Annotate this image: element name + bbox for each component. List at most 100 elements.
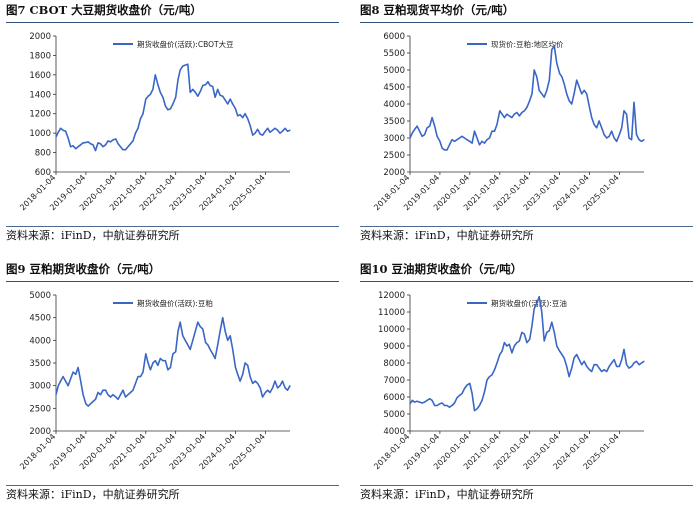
data-point: [115, 138, 117, 140]
data-point: [82, 394, 84, 396]
data-point: [119, 146, 122, 148]
data-point: [531, 93, 533, 95]
data-point: [175, 96, 177, 98]
data-point: [80, 144, 82, 146]
title-divider: [360, 281, 693, 282]
y-tick-label: 9000: [383, 342, 405, 352]
data-point: [508, 343, 510, 345]
data-point: [453, 402, 456, 404]
data-point: [92, 400, 94, 403]
data-point: [469, 140, 471, 142]
data-point: [483, 391, 486, 393]
data-point: [85, 403, 87, 405]
series-line: [55, 63, 291, 152]
data-point: [516, 342, 518, 344]
data-point: [224, 99, 226, 101]
y-tick-label: 1600: [29, 71, 51, 81]
data-point: [129, 143, 132, 145]
y-tick-label: 2000: [29, 32, 51, 42]
data-point: [596, 127, 598, 129]
data-point: [529, 338, 531, 340]
data-point: [626, 364, 628, 366]
data-point: [57, 385, 59, 387]
data-point: [149, 369, 151, 371]
data-point: [77, 146, 79, 148]
data-point: [207, 344, 209, 346]
data-point: [117, 398, 119, 400]
data-point: [456, 139, 458, 141]
data-point: [82, 142, 84, 144]
data-point: [199, 326, 201, 328]
data-point: [603, 369, 605, 371]
data-point: [533, 308, 535, 310]
data-point: [132, 389, 134, 391]
data-point: [89, 403, 92, 405]
data-point: [469, 382, 471, 384]
data-point: [563, 357, 565, 359]
data-point: [219, 94, 221, 96]
line-chart: 4000500060007000800090001000011000120002…: [372, 291, 645, 471]
y-tick-label: 6000: [383, 32, 405, 42]
data-point: [219, 330, 221, 332]
data-point: [568, 100, 570, 102]
y-tick-label: 5500: [383, 49, 405, 59]
source-note: 资料来源：iFinD，中航证券研究所: [360, 488, 534, 501]
data-point: [254, 380, 256, 382]
data-point: [249, 376, 251, 378]
data-point: [523, 333, 525, 335]
data-point: [177, 330, 179, 332]
data-point: [493, 130, 496, 132]
data-point: [476, 137, 478, 139]
data-point: [272, 129, 274, 131]
data-point: [164, 360, 166, 362]
legend-label: 现货价:豆粕:地区均价: [491, 39, 564, 49]
data-point: [75, 148, 77, 150]
source-divider: [360, 485, 693, 486]
data-point: [506, 113, 508, 115]
data-point: [513, 113, 515, 115]
data-point: [264, 130, 266, 132]
y-tick-label: 3000: [383, 134, 405, 144]
data-point: [197, 321, 199, 323]
data-point: [65, 130, 67, 132]
data-point: [274, 380, 276, 382]
data-point: [127, 394, 129, 396]
data-point: [553, 331, 555, 333]
data-point: [448, 144, 451, 146]
data-point: [414, 128, 416, 131]
y-tick-label: 1800: [29, 51, 51, 61]
data-point: [431, 399, 433, 401]
data-point: [279, 132, 281, 134]
data-point: [57, 131, 59, 133]
data-point: [80, 380, 82, 382]
data-point: [102, 146, 104, 148]
data-point: [109, 396, 112, 398]
data-point: [94, 150, 97, 152]
data-point: [55, 136, 57, 138]
data-point: [441, 402, 443, 404]
data-point: [623, 110, 625, 112]
data-point: [633, 101, 635, 103]
data-point: [112, 139, 114, 141]
data-point: [77, 366, 79, 369]
data-point: [451, 404, 453, 407]
data-point: [154, 74, 156, 76]
data-point: [229, 98, 231, 100]
data-point: [516, 111, 518, 114]
data-point: [269, 131, 271, 133]
data-point: [175, 351, 177, 353]
line-chart: 6008001000120014001600180020002018-01-04…: [18, 32, 291, 212]
y-tick-label: 600: [35, 168, 51, 178]
data-point: [205, 342, 207, 344]
data-point: [244, 362, 246, 364]
data-point: [414, 401, 416, 403]
data-point: [551, 49, 553, 51]
data-point: [518, 340, 520, 342]
data-point: [162, 360, 164, 362]
data-point: [252, 134, 254, 136]
y-tick-label: 4500: [383, 83, 405, 93]
data-point: [145, 353, 147, 355]
data-point: [99, 394, 102, 396]
data-point: [538, 89, 540, 91]
data-point: [269, 391, 271, 394]
